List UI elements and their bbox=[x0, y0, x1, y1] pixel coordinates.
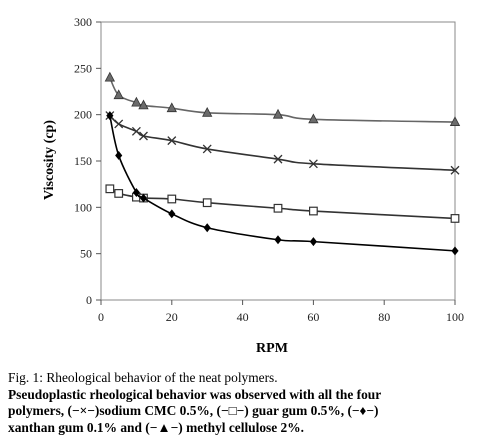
x-marker bbox=[114, 119, 124, 129]
plot-area-border bbox=[100, 21, 456, 301]
caption-line-1: Pseudoplastic rheological behavior was o… bbox=[8, 386, 382, 402]
triangle-marker bbox=[166, 102, 177, 113]
series-triangle bbox=[104, 71, 461, 126]
diamond-marker bbox=[132, 188, 140, 197]
square-marker bbox=[202, 198, 212, 208]
viscosity-chart: 0 50 100 150 200 250 300 0 20 40 60 80 100 Viscosity… bbox=[42, 15, 464, 356]
triangle-marker bbox=[202, 106, 213, 117]
caption-title: Fig. 1: Rheological behavior of the neat… bbox=[8, 370, 278, 385]
x-marker bbox=[167, 136, 177, 146]
triangle-marker bbox=[113, 89, 124, 100]
triangle-marker bbox=[104, 71, 116, 82]
x-marker bbox=[202, 144, 212, 154]
y-tick-label: 100 bbox=[74, 200, 92, 214]
y-tick-label: 50 bbox=[80, 247, 92, 261]
triangle-marker bbox=[131, 96, 142, 107]
x-marker bbox=[131, 126, 141, 136]
y-tick-label: 0 bbox=[86, 293, 92, 307]
y-tick-label: 150 bbox=[74, 154, 92, 168]
x-tick-label: 80 bbox=[378, 310, 390, 324]
caption-line-3: xanthan gum 0.1% and (−▲−) methyl cellul… bbox=[8, 419, 304, 435]
y-axis-title: Viscosity (cp) bbox=[42, 120, 57, 200]
diamond-marker bbox=[274, 235, 282, 245]
triangle-marker bbox=[449, 116, 461, 126]
y-tick-label: 250 bbox=[74, 61, 92, 75]
diamond-marker bbox=[203, 223, 211, 233]
series-line-diamond bbox=[109, 115, 456, 252]
triangle-marker bbox=[138, 99, 149, 110]
series-square bbox=[105, 184, 460, 223]
square-marker bbox=[273, 203, 283, 213]
series-line-x bbox=[109, 115, 456, 172]
x-tick-label: 20 bbox=[166, 310, 178, 324]
x-marker bbox=[139, 131, 148, 141]
square-marker bbox=[450, 214, 460, 223]
square-marker bbox=[309, 206, 318, 216]
x-marker bbox=[308, 159, 318, 169]
y-tick-label: 200 bbox=[74, 108, 92, 122]
x-tick-label: 60 bbox=[307, 310, 319, 324]
figure-caption: Fig. 1: Rheological behavior of the neat… bbox=[8, 370, 496, 436]
triangle-marker bbox=[272, 108, 284, 119]
square-marker bbox=[167, 194, 177, 204]
series-diamond bbox=[106, 111, 459, 256]
caption-line-2: polymers, (−×−)sodium CMC 0.5%, (−□−) gu… bbox=[8, 403, 379, 418]
x-axis-title: RPM bbox=[256, 341, 288, 356]
diamond-marker bbox=[139, 193, 148, 203]
diamond-marker bbox=[309, 237, 317, 247]
x-marker bbox=[450, 165, 460, 175]
y-tick-label: 300 bbox=[74, 15, 92, 29]
series-line-triangle bbox=[109, 77, 456, 123]
chart-axes: 0 50 100 150 200 250 300 0 20 40 60 80 100 bbox=[74, 15, 464, 324]
series-line-square bbox=[109, 188, 456, 220]
square-marker bbox=[114, 189, 124, 198]
x-marker bbox=[273, 154, 283, 164]
diamond-marker bbox=[168, 209, 176, 219]
diamond-marker bbox=[451, 246, 459, 256]
square-marker bbox=[105, 184, 115, 194]
x-tick-label: 0 bbox=[98, 310, 104, 324]
x-tick-label: 100 bbox=[446, 310, 464, 324]
diamond-marker bbox=[106, 111, 114, 121]
x-tick-label: 40 bbox=[237, 310, 249, 324]
diamond-marker bbox=[115, 150, 123, 160]
chart-series bbox=[104, 71, 461, 256]
triangle-marker bbox=[308, 113, 319, 124]
